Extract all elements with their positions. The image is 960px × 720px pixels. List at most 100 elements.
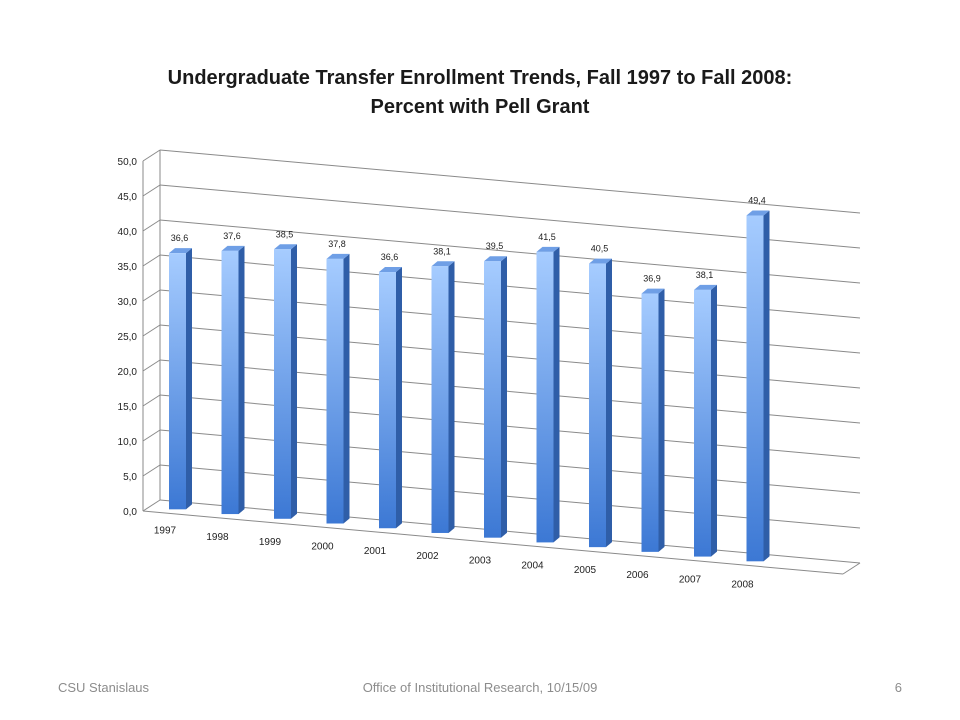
- bar-top: [589, 258, 612, 264]
- gridline-side: [142, 359, 161, 372]
- x-tick-label-1997: 1997: [154, 525, 177, 536]
- gridline: [159, 184, 861, 249]
- y-tick-label: 25,0: [118, 332, 138, 343]
- x-tick-label-2004: 2004: [521, 560, 544, 571]
- gridline: [159, 219, 861, 284]
- bar-1998: [221, 245, 245, 515]
- x-tick-label-1999: 1999: [259, 537, 282, 548]
- bar-side: [396, 267, 402, 529]
- data-label-1999: 38,5: [276, 229, 294, 239]
- gridline-side: [142, 254, 161, 267]
- x-axis: [142, 510, 844, 575]
- gridline-side: [142, 324, 161, 337]
- bar-1997: [169, 248, 192, 510]
- bar-2008: [746, 210, 770, 562]
- bar-top: [169, 248, 192, 254]
- bar-side: [501, 256, 507, 538]
- bar-front: [379, 272, 396, 529]
- bar-side: [658, 288, 665, 552]
- bar-side: [763, 210, 770, 562]
- bar-top: [431, 261, 455, 267]
- y-tick-label: 45,0: [118, 192, 138, 203]
- y-tick-label: 35,0: [118, 262, 138, 273]
- bar-side: [606, 258, 612, 548]
- data-label-2007: 38,1: [696, 270, 714, 280]
- data-label-2003: 39,5: [486, 241, 504, 251]
- gridline-side: [142, 464, 161, 477]
- x-tick-label-2005: 2005: [574, 565, 597, 576]
- gridline-side: [142, 289, 161, 302]
- data-label-2001: 36,6: [381, 252, 399, 262]
- bar-front: [536, 251, 554, 543]
- x-tick-label-2003: 2003: [469, 556, 492, 567]
- bar-2002: [431, 261, 455, 533]
- gridline-side: [142, 499, 161, 512]
- gridline-side: [142, 149, 161, 162]
- data-label-2008: 49,4: [748, 196, 766, 206]
- data-label-1997: 36,6: [171, 233, 189, 243]
- gridline-side: [142, 429, 161, 442]
- x-tick-label-2007: 2007: [679, 575, 702, 586]
- slide-number: 6: [894, 680, 902, 695]
- bar-top: [221, 245, 245, 251]
- bar-front: [641, 293, 659, 552]
- x-tick-label-2008: 2008: [731, 579, 754, 590]
- bar-top: [694, 284, 717, 290]
- labels: 0,0 5,0 10,0 15,0 20,0 25,0 30,0 35,0 40,0 45,0 50…: [118, 157, 766, 590]
- bar-2005: [589, 258, 612, 548]
- x-tick-label-1998: 1998: [206, 532, 229, 543]
- bar-front: [431, 266, 449, 533]
- x-tick-label-2001: 2001: [364, 546, 387, 557]
- chart-title-line1: Undergraduate Transfer Enrollment Trends…: [167, 67, 793, 89]
- bar-2003: [484, 256, 507, 538]
- bar-side: [448, 261, 455, 533]
- bar-2007: [694, 284, 717, 557]
- bar-front: [589, 263, 606, 548]
- bar-top: [641, 288, 665, 294]
- bar-side: [291, 244, 297, 519]
- bar-top: [326, 253, 350, 259]
- bar-side: [343, 253, 350, 524]
- x-tick-label-2002: 2002: [416, 551, 439, 562]
- y-tick-label: 10,0: [118, 437, 138, 448]
- data-label-2002: 38,1: [433, 246, 451, 256]
- bar-front: [694, 289, 711, 557]
- bar-top: [274, 244, 297, 250]
- bar-2004: [536, 246, 560, 543]
- footer-org: CSU Stanislaus: [58, 680, 150, 695]
- bar-2006: [641, 288, 665, 552]
- gridline-side: [142, 394, 161, 407]
- bar-front: [274, 249, 291, 519]
- chart-title-line2: Percent with Pell Grant: [370, 96, 590, 118]
- x-tick-label-2000: 2000: [311, 542, 334, 553]
- bar-top: [484, 256, 507, 262]
- floor-edge: [842, 562, 861, 575]
- bar-front: [221, 250, 239, 515]
- data-label-2000: 37,8: [328, 239, 346, 249]
- chart-title: Undergraduate Transfer Enrollment Trends…: [80, 64, 880, 122]
- bar-side: [711, 284, 717, 557]
- bar-front: [169, 253, 186, 510]
- data-label-2006: 36,9: [643, 274, 661, 284]
- y-tick-label: 15,0: [118, 402, 138, 413]
- bar-front: [484, 261, 501, 538]
- y-tick-label: 50,0: [118, 157, 138, 168]
- gridline: [159, 149, 861, 214]
- bars: [169, 210, 770, 562]
- footer-office-date: Office of Institutional Research, 10/15/…: [362, 680, 598, 695]
- bar-side: [186, 248, 192, 510]
- y-tick-label: 40,0: [118, 227, 138, 238]
- bar-2000: [326, 253, 350, 524]
- gridline-side: [142, 219, 161, 232]
- bar-top: [536, 246, 560, 252]
- bar-side: [553, 246, 560, 543]
- bar-2001: [379, 267, 402, 529]
- bar-front: [746, 215, 764, 562]
- y-tick-label: 30,0: [118, 297, 138, 308]
- gridline-side: [142, 184, 161, 197]
- data-label-2005: 40,5: [591, 244, 609, 254]
- bar-top: [746, 210, 770, 216]
- data-label-2004: 41,5: [538, 232, 556, 242]
- axes: [142, 150, 861, 575]
